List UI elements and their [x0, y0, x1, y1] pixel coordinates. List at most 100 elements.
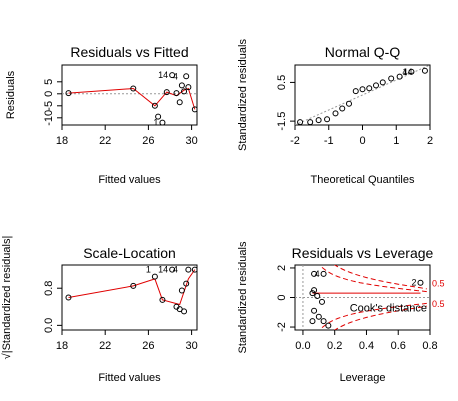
data-point	[169, 72, 176, 79]
plot-area	[65, 266, 197, 315]
data-point	[359, 86, 366, 93]
plot-frame	[61, 264, 198, 331]
data-point	[183, 280, 190, 287]
x-tick-label: 22	[99, 135, 111, 147]
plot-frame	[61, 64, 198, 126]
data-point	[314, 293, 321, 300]
x-tick-label: 30	[185, 340, 197, 352]
y-axis-label: Residuals	[5, 70, 17, 119]
y-tick-label: 0	[43, 91, 55, 97]
data-point	[311, 287, 318, 294]
y-tick-label: -2	[276, 322, 288, 332]
panel-title: Residuals vs Fitted	[70, 44, 188, 60]
panel-4: Residuals vs Leverage Leverage Standardize…	[237, 241, 445, 384]
plot-area	[62, 72, 197, 125]
data-point	[159, 119, 166, 125]
x-tick-label: 1	[393, 135, 399, 147]
data-point	[309, 318, 316, 325]
y-tick-label: 0.8	[43, 281, 55, 296]
panel-1: Residuals vs Fitted Fitted values Residual…	[5, 44, 198, 186]
data-point	[311, 307, 318, 314]
smoother-line	[68, 269, 196, 306]
data-point	[176, 99, 183, 106]
qq-reference-line	[295, 65, 430, 125]
cooks-distance-curve	[321, 302, 427, 328]
data-point	[417, 279, 424, 286]
cooks-distance-curve	[333, 305, 427, 330]
data-point	[315, 313, 322, 320]
y-tick-label: 5	[43, 79, 55, 85]
data-point	[183, 73, 190, 80]
y-tick-label: -5	[43, 101, 55, 111]
data-point	[169, 266, 176, 273]
x-tick-label: 0.2	[327, 340, 342, 352]
x-tick-label: 0.8	[422, 340, 437, 352]
x-tick-label: 0.6	[391, 340, 406, 352]
cooks-distance-curve	[333, 265, 427, 290]
x-tick-label: 26	[142, 340, 154, 352]
data-point	[185, 266, 192, 273]
x-tick-label: 30	[185, 135, 197, 147]
data-point	[320, 270, 327, 277]
y-axis-label: Standardized residuals	[237, 241, 249, 353]
point-label: 1	[146, 265, 151, 275]
point-label: 4	[173, 71, 178, 81]
x-tick-label: 18	[56, 340, 68, 352]
panel-title: Scale-Location	[83, 245, 176, 261]
data-point	[421, 67, 428, 74]
data-point	[396, 73, 403, 80]
data-point	[366, 85, 373, 92]
y-tick-label: -10	[43, 110, 55, 126]
smoother-line	[68, 87, 196, 110]
data-point	[155, 113, 162, 120]
panel-title: Residuals vs Leverage	[292, 245, 434, 261]
cooks-level-label: 0.5	[432, 299, 445, 309]
plot-area	[295, 265, 430, 330]
x-tick-label: 2	[427, 135, 433, 147]
x-axis-label: Leverage	[340, 372, 386, 384]
panel-2: Normal Q-Q Theoretical Quantiles Standardi…	[237, 39, 433, 186]
data-point	[173, 90, 180, 97]
data-point	[388, 75, 395, 82]
data-point	[163, 89, 170, 96]
panel-title: Normal Q-Q	[325, 44, 401, 60]
x-tick-label: 0.4	[359, 340, 374, 352]
y-tick-label: 0.5	[276, 75, 288, 90]
x-axis-label: Fitted values	[98, 174, 161, 186]
point-label: 14	[158, 70, 168, 80]
panel-3: Scale-Location Fitted values √|Standardize…	[1, 236, 198, 384]
data-point	[352, 88, 359, 95]
data-point	[319, 298, 325, 305]
x-tick-label: 22	[99, 340, 111, 352]
point-label: 14	[158, 265, 168, 275]
data-point	[309, 290, 316, 297]
x-tick-label: 26	[142, 135, 154, 147]
cooks-level-label: 0.5	[432, 278, 445, 288]
data-point	[65, 90, 72, 97]
data-point	[332, 110, 339, 117]
x-tick-label: -1	[324, 135, 334, 147]
point-label: 4	[402, 67, 407, 77]
data-point	[408, 68, 415, 75]
x-tick-label: 0	[359, 135, 365, 147]
y-axis-label: √|Standardized residuals|	[1, 236, 13, 360]
data-point	[339, 105, 346, 112]
point-label: 2	[411, 278, 416, 288]
y-tick-label: -1.5	[276, 112, 288, 131]
data-point	[181, 308, 188, 315]
data-point	[130, 85, 137, 92]
data-point	[151, 273, 158, 280]
data-point	[325, 322, 332, 329]
data-point	[311, 270, 318, 277]
data-point	[297, 119, 304, 125]
cooks-distance-curve	[321, 267, 427, 293]
data-point	[130, 282, 137, 289]
cooks-distance-legend: Cook's distance	[350, 303, 427, 315]
x-tick-label: 18	[56, 135, 68, 147]
data-point	[191, 106, 197, 113]
data-point	[346, 100, 352, 107]
data-point	[307, 119, 314, 125]
y-tick-label: 0	[276, 294, 288, 300]
data-point	[315, 117, 322, 124]
